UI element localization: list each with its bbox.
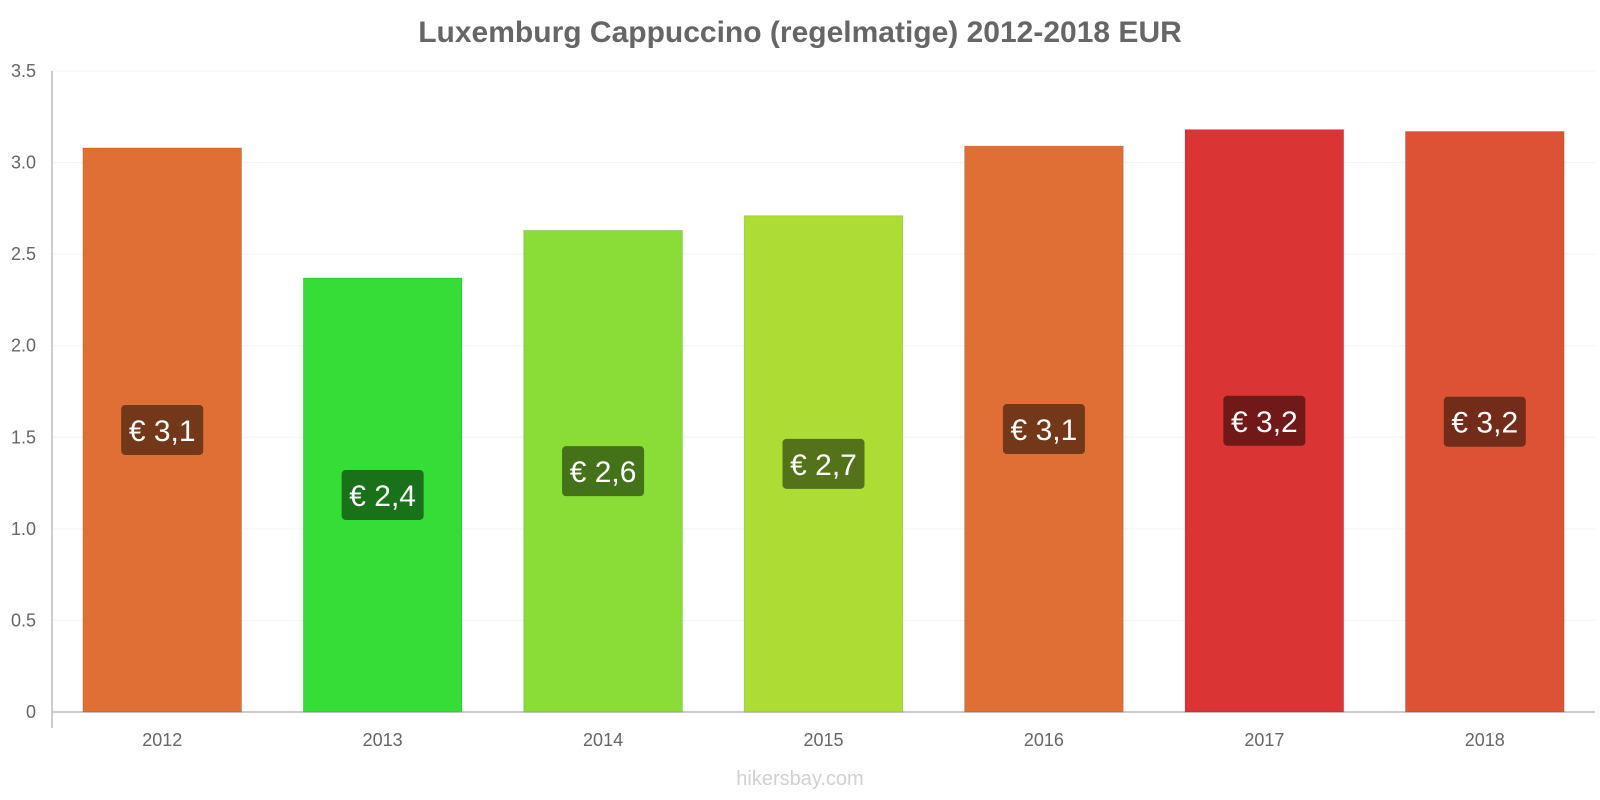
data-label-box [782,438,865,489]
y-tick-label: 2.0 [11,336,36,356]
data-label-box [1223,395,1306,446]
data-label: € 2,6 [570,456,637,489]
data-labels: € 3,1 € 2,4 € 2,6 € 2,7 € 3,1 € 3,2 € 3,2 [121,395,1526,520]
x-tick-label: 2017 [1244,730,1284,750]
x-tick-label: 2015 [803,730,843,750]
data-label: € 2,4 [349,480,416,513]
data-label: € 3,1 [129,415,196,448]
x-tick-label: 2013 [363,730,403,750]
y-tick-label: 3.5 [11,61,36,81]
chart-title: Luxemburg Cappuccino (regelmatige) 2012-… [418,16,1182,49]
y-tick-label: 0.5 [11,610,36,630]
data-label-box [562,446,645,497]
data-label-box [1002,404,1085,455]
x-tick-label: 2016 [1024,730,1064,750]
data-label: € 3,2 [1451,407,1518,440]
y-tick-label: 3.0 [11,153,36,173]
watermark: hikersbay.com [736,768,864,790]
x-tick-label: 2018 [1465,730,1505,750]
x-tick-label: 2012 [142,730,182,750]
data-label-box [121,404,204,455]
y-tick-label: 1.5 [11,427,36,447]
y-tick-label: 1.0 [11,519,36,539]
y-tick-label: 0 [26,702,36,722]
data-label: € 2,7 [790,449,857,482]
data-label-box [341,469,424,520]
y-tick-label: 2.5 [11,244,36,264]
data-label-box [1443,396,1526,447]
bars [82,129,1565,713]
x-tick-label: 2014 [583,730,623,750]
data-label: € 3,2 [1231,406,1298,439]
data-label: € 3,1 [1011,414,1078,447]
